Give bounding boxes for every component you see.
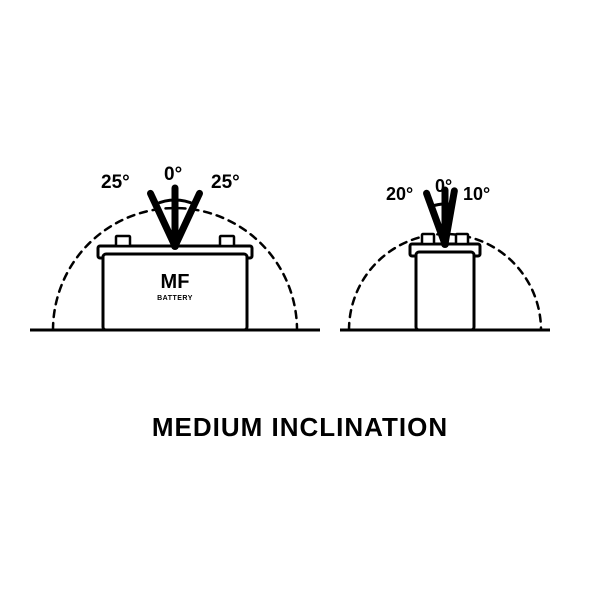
svg-text:10°: 10° bbox=[463, 184, 490, 204]
svg-text:25°: 25° bbox=[211, 172, 240, 193]
svg-text:BATTERY: BATTERY bbox=[157, 295, 193, 302]
svg-text:20°: 20° bbox=[386, 184, 413, 204]
svg-text:0°: 0° bbox=[435, 176, 452, 196]
svg-text:25°: 25° bbox=[101, 172, 130, 193]
svg-text:0°: 0° bbox=[164, 164, 182, 185]
svg-text:MF: MF bbox=[161, 271, 190, 293]
diagram-svg: MF BATTERY 25° 0° 25° 20° 0° 10° bbox=[0, 0, 600, 600]
diagram-canvas: { "title": { "text": "MEDIUM INCLINATION… bbox=[0, 0, 600, 600]
diagram-title: MEDIUM INCLINATION bbox=[0, 412, 600, 443]
